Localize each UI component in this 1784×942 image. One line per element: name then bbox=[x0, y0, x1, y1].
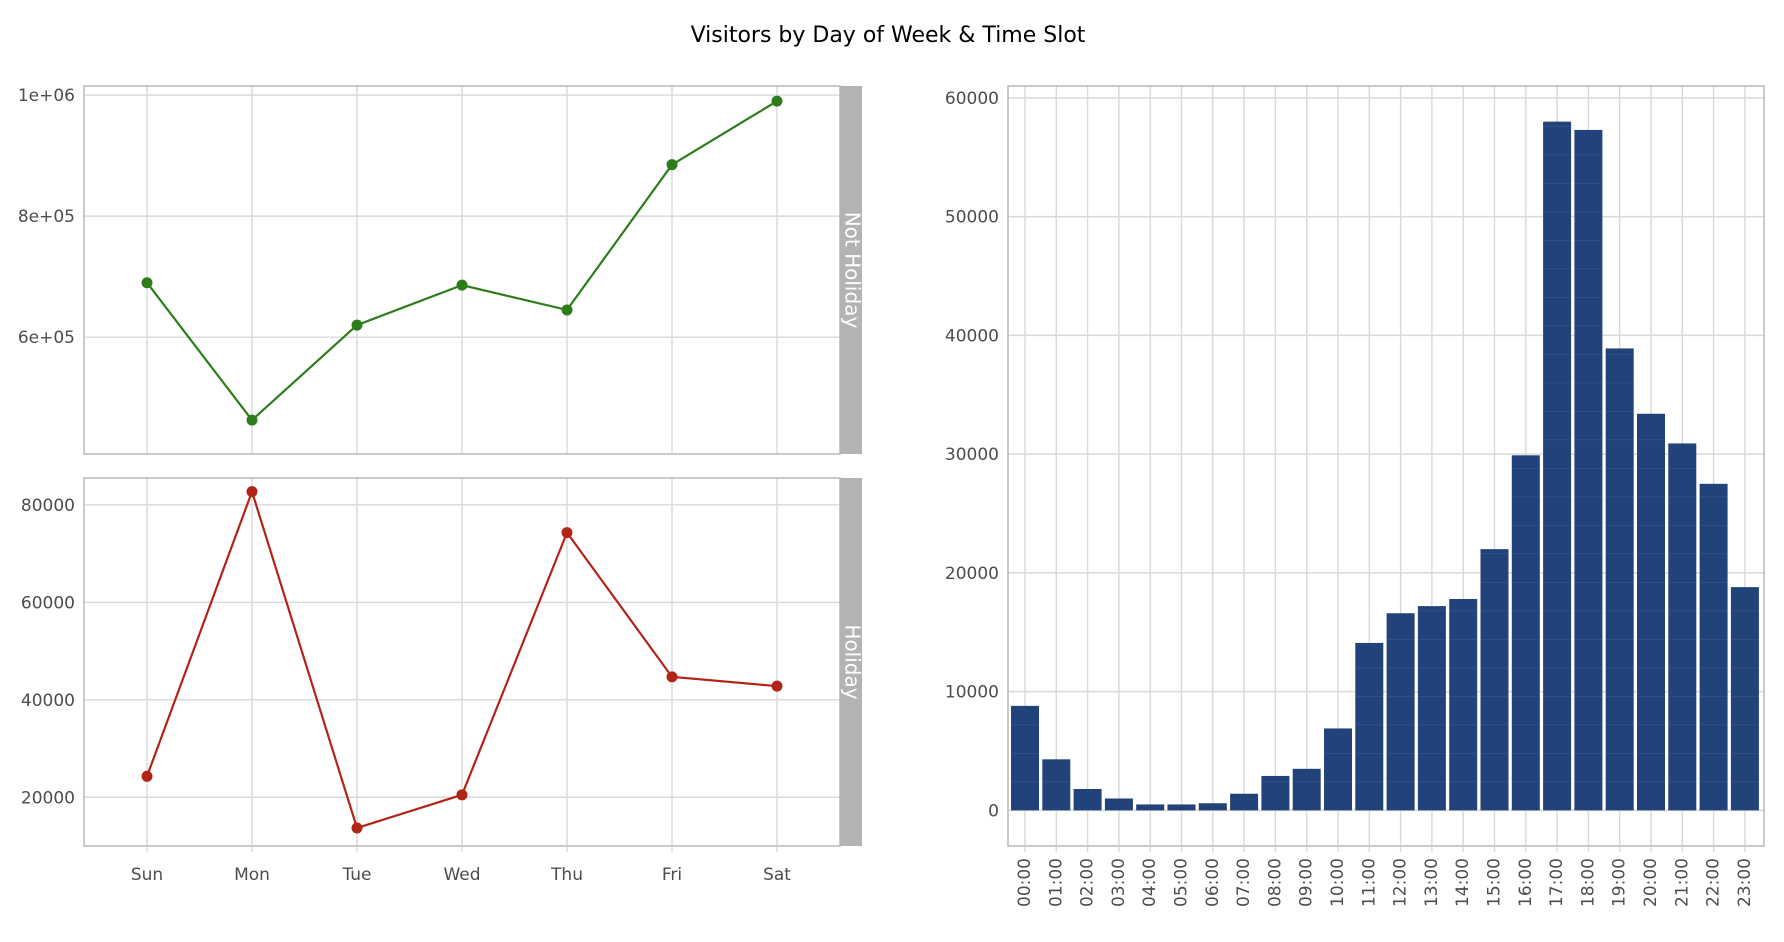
chart-title: Visitors by Day of Week & Time Slot bbox=[691, 23, 1086, 48]
bar bbox=[1511, 455, 1540, 811]
x-tick-label: 04:00 bbox=[1140, 858, 1160, 907]
x-tick-label: 20:00 bbox=[1641, 858, 1661, 907]
facet-strip-label: Not Holiday bbox=[841, 212, 865, 329]
bar bbox=[1605, 348, 1634, 811]
x-tick-label: Sun bbox=[131, 865, 163, 885]
x-tick-label: 09:00 bbox=[1297, 858, 1317, 907]
data-point bbox=[456, 279, 468, 291]
data-point bbox=[246, 414, 258, 426]
bar bbox=[1136, 804, 1165, 811]
x-tick-label: 13:00 bbox=[1422, 858, 1442, 907]
bar bbox=[1637, 413, 1665, 811]
y-tick-label: 1e+06 bbox=[18, 86, 75, 106]
bar bbox=[1198, 803, 1227, 811]
bar bbox=[1417, 606, 1446, 811]
bar bbox=[1574, 129, 1603, 811]
x-tick-label: 12:00 bbox=[1391, 858, 1411, 907]
y-tick-label: 10000 bbox=[945, 683, 999, 703]
x-tick-label: 18:00 bbox=[1578, 858, 1598, 907]
data-point bbox=[666, 671, 678, 683]
y-tick-label: 50000 bbox=[945, 208, 999, 228]
x-tick-label: Tue bbox=[341, 865, 371, 885]
x-tick-label: 07:00 bbox=[1234, 858, 1254, 907]
x-tick-label: 03:00 bbox=[1109, 858, 1129, 907]
bar bbox=[1167, 804, 1196, 811]
data-point bbox=[561, 304, 573, 316]
bar bbox=[1073, 789, 1102, 811]
y-tick-label: 30000 bbox=[945, 445, 999, 465]
y-tick-label: 6e+05 bbox=[18, 328, 75, 348]
facet-strip-not-holiday bbox=[840, 86, 862, 454]
facet-strip-holiday bbox=[840, 478, 862, 846]
bar bbox=[1230, 793, 1259, 811]
x-tick-label: 01:00 bbox=[1046, 858, 1066, 907]
x-tick-label: 23:00 bbox=[1735, 858, 1755, 907]
bar bbox=[1386, 613, 1415, 811]
x-tick-label: Fri bbox=[662, 865, 682, 885]
data-point bbox=[666, 159, 678, 171]
y-tick-label: 80000 bbox=[21, 496, 75, 516]
data-point bbox=[561, 527, 573, 539]
x-tick-label: 11:00 bbox=[1359, 858, 1379, 907]
y-tick-label: 0 bbox=[988, 801, 999, 821]
bar bbox=[1104, 798, 1133, 811]
data-point bbox=[771, 680, 783, 692]
y-tick-label: 60000 bbox=[21, 593, 75, 613]
bar bbox=[1292, 768, 1321, 811]
data-point bbox=[141, 277, 153, 289]
x-tick-label: 02:00 bbox=[1078, 858, 1098, 907]
data-point bbox=[771, 95, 783, 107]
bar-panel-border bbox=[1007, 85, 1765, 847]
bar bbox=[1668, 443, 1697, 811]
x-tick-label: 05:00 bbox=[1172, 858, 1192, 907]
data-point bbox=[246, 486, 258, 498]
x-tick-label: 00:00 bbox=[1015, 858, 1035, 907]
x-tick-label: 17:00 bbox=[1547, 858, 1567, 907]
y-tick-label: 20000 bbox=[945, 564, 999, 584]
bar bbox=[1011, 705, 1039, 811]
bar bbox=[1730, 587, 1759, 811]
bar bbox=[1449, 599, 1478, 811]
y-tick-label: 40000 bbox=[21, 691, 75, 711]
x-tick-label: Sat bbox=[763, 865, 791, 885]
y-tick-label: 20000 bbox=[21, 788, 75, 808]
y-tick-label: 8e+05 bbox=[18, 207, 75, 227]
bar bbox=[1699, 483, 1728, 811]
x-tick-label: 19:00 bbox=[1610, 858, 1630, 907]
x-tick-label: 06:00 bbox=[1203, 858, 1223, 907]
x-tick-label: 16:00 bbox=[1516, 858, 1536, 907]
x-tick-label: 08:00 bbox=[1265, 858, 1285, 907]
bar bbox=[1543, 121, 1572, 811]
bar bbox=[1324, 728, 1352, 811]
x-tick-label: 10:00 bbox=[1328, 858, 1348, 907]
y-tick-label: 60000 bbox=[945, 89, 999, 109]
x-tick-label: Wed bbox=[443, 865, 480, 885]
y-tick-label: 40000 bbox=[945, 326, 999, 346]
x-tick-label: 21:00 bbox=[1672, 858, 1692, 907]
bar bbox=[1042, 759, 1071, 811]
bar bbox=[1480, 549, 1509, 811]
data-point bbox=[351, 319, 363, 331]
x-tick-label: 15:00 bbox=[1485, 858, 1505, 907]
data-point bbox=[351, 822, 363, 834]
bar bbox=[1355, 642, 1384, 811]
x-tick-label: 22:00 bbox=[1704, 858, 1724, 907]
facet-strip-label: Holiday bbox=[841, 624, 865, 699]
data-point bbox=[141, 770, 153, 782]
bar bbox=[1261, 775, 1290, 811]
x-tick-label: 14:00 bbox=[1453, 858, 1473, 907]
data-point bbox=[456, 789, 468, 801]
x-tick-label: Mon bbox=[234, 865, 270, 885]
x-tick-label: Thu bbox=[550, 865, 583, 885]
